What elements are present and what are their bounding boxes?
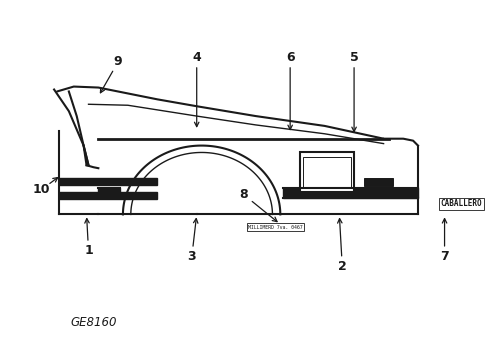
Bar <box>98 188 120 198</box>
Text: 1: 1 <box>84 244 93 257</box>
Text: 2: 2 <box>338 260 346 273</box>
Bar <box>303 157 351 187</box>
Text: CABALLERO: CABALLERO <box>441 199 482 208</box>
Text: 8: 8 <box>240 188 248 201</box>
Text: 5: 5 <box>350 50 359 64</box>
Text: MILLIMERD 7va. 0467: MILLIMERD 7va. 0467 <box>248 225 303 230</box>
Bar <box>59 192 157 199</box>
Text: 4: 4 <box>193 50 201 64</box>
Text: 7: 7 <box>440 250 449 263</box>
Text: 10: 10 <box>32 183 50 196</box>
Bar <box>283 188 418 198</box>
Bar <box>59 178 157 185</box>
Text: 3: 3 <box>188 250 196 263</box>
Text: GE8160: GE8160 <box>70 316 117 329</box>
Bar <box>300 153 354 192</box>
Text: 9: 9 <box>114 55 122 68</box>
Text: 6: 6 <box>286 50 294 64</box>
Bar <box>364 178 393 186</box>
